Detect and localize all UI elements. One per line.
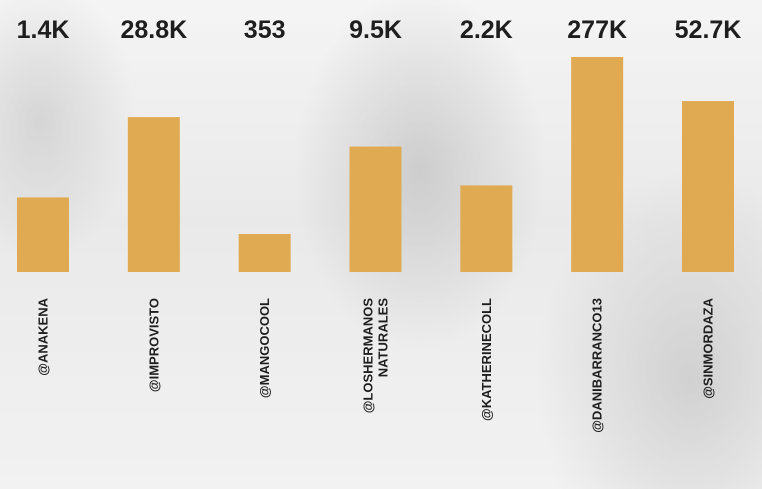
- category-label-0-line-0: @ANAKENA: [36, 297, 51, 375]
- bar-0: [17, 197, 69, 272]
- category-label-4: @KATHERINECOLL: [479, 298, 494, 421]
- value-label-5: 277K: [567, 16, 627, 44]
- bar-2: [238, 234, 291, 272]
- value-label-1: 28.8K: [120, 16, 187, 44]
- category-label-4-line-0: @KATHERINECOLL: [479, 298, 494, 421]
- bar-3: [349, 146, 402, 272]
- value-label-2: 353: [244, 16, 286, 44]
- category-label-3-line-1: NATURALES: [376, 298, 391, 378]
- category-label-1: @IMPROVISTO: [146, 298, 161, 392]
- category-label-5: @DANIBARRANCO13: [590, 298, 605, 433]
- category-label-3: @LOSHERMANOS NATURALES: [361, 298, 391, 414]
- category-label-2-line-0: @MANGOCOOL: [257, 298, 272, 398]
- bar-4: [460, 185, 513, 272]
- category-label-5-line-0: @DANIBARRANCO13: [590, 298, 605, 433]
- category-label-2: @MANGOCOOL: [257, 298, 272, 398]
- value-label-0: 1.4K: [17, 16, 70, 44]
- category-label-6: @SINMORDAZA: [701, 297, 716, 398]
- bar-5: [571, 57, 624, 272]
- value-label-6: 52.7K: [675, 16, 742, 44]
- category-label-0: @ANAKENA: [36, 297, 51, 375]
- value-label-3: 9.5K: [349, 16, 402, 44]
- value-label-4: 2.2K: [460, 16, 513, 44]
- bar-1: [127, 117, 180, 273]
- category-label-6-line-0: @SINMORDAZA: [701, 297, 716, 398]
- bar-6: [682, 101, 734, 272]
- category-label-3-line-0: @LOSHERMANOS: [361, 298, 376, 414]
- category-label-1-line-0: @IMPROVISTO: [146, 298, 161, 392]
